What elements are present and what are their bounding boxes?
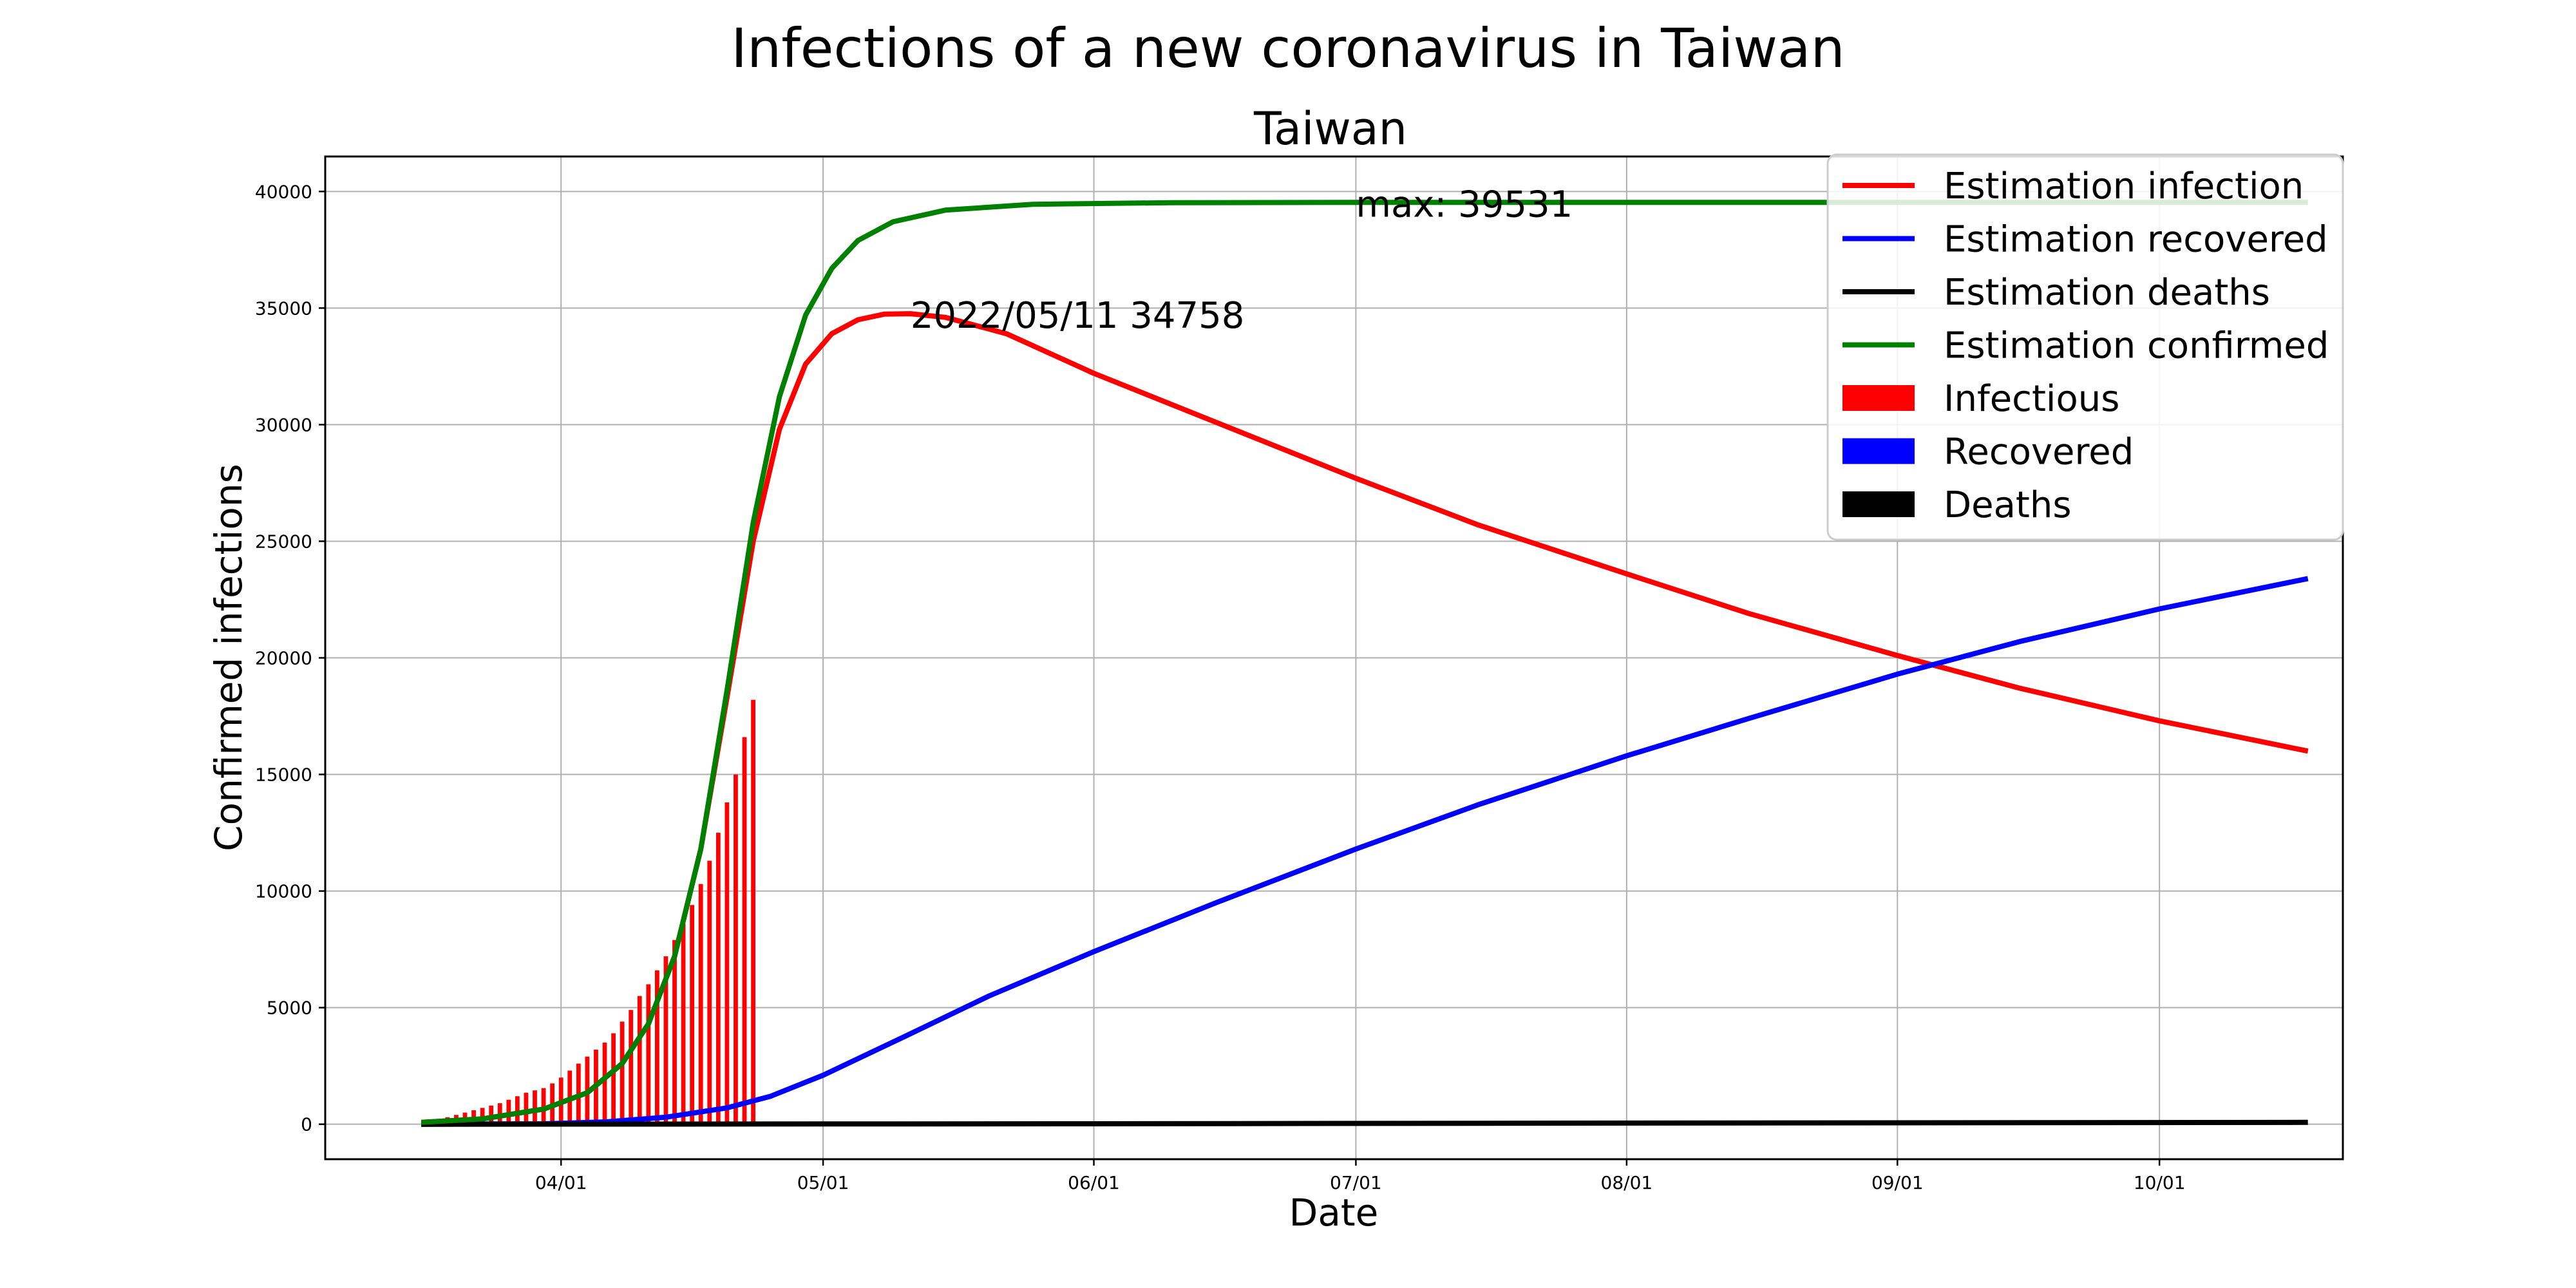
legend-swatch bbox=[1842, 491, 1915, 517]
bar-infectious bbox=[681, 923, 686, 1124]
y-tick-label: 5000 bbox=[267, 998, 312, 1019]
x-tick-label: 09/01 bbox=[1871, 1172, 1924, 1193]
legend-label: Deaths bbox=[1944, 484, 2072, 526]
line-estimation-confirmed bbox=[421, 200, 2308, 1125]
annotation-label: 2022/05/11 34758 bbox=[911, 295, 1245, 337]
y-tick-label: 10000 bbox=[255, 881, 312, 902]
legend-label: Estimation confirmed bbox=[1944, 325, 2329, 367]
line-estimation-recovered bbox=[421, 576, 2309, 1127]
chart-title: Infections of a new coronavirus in Taiwa… bbox=[731, 17, 1845, 80]
x-tick-label: 10/01 bbox=[2134, 1172, 2186, 1193]
chart-subtitle: Taiwan bbox=[1253, 102, 1407, 155]
bar-infectious bbox=[724, 802, 730, 1124]
bar-infectious bbox=[707, 860, 712, 1124]
x-tick-label: 04/01 bbox=[535, 1172, 587, 1193]
legend: Estimation infection Estimation recovered… bbox=[1826, 153, 2344, 541]
annotations: 2022/05/11 34758 max: 39531 bbox=[911, 184, 1573, 337]
y-tick-label: 35000 bbox=[255, 298, 312, 319]
bar-infectious bbox=[646, 984, 651, 1124]
bar-infectious bbox=[524, 1092, 529, 1124]
y-tick-label: 0 bbox=[301, 1114, 312, 1135]
line-estimation-deaths bbox=[421, 1119, 2308, 1127]
y-tick-label: 15000 bbox=[255, 764, 312, 786]
x-axis-label: Date bbox=[1289, 1191, 1379, 1235]
legend-label: Estimation deaths bbox=[1944, 272, 2270, 314]
legend-label: Infectious bbox=[1944, 378, 2119, 420]
legend-label: Recovered bbox=[1944, 431, 2134, 473]
bar-infectious bbox=[637, 996, 642, 1124]
bar-infectious bbox=[602, 1042, 607, 1124]
bar-infectious bbox=[611, 1033, 616, 1124]
bar-infectious bbox=[620, 1021, 625, 1124]
bar-infectious bbox=[734, 774, 738, 1124]
y-tick-label: 20000 bbox=[255, 648, 312, 669]
bar-infectious bbox=[480, 1108, 485, 1124]
bar-infectious bbox=[541, 1088, 546, 1124]
bar-infectious bbox=[515, 1096, 520, 1124]
x-tick-label: 05/01 bbox=[797, 1172, 849, 1193]
bar-infectious bbox=[533, 1090, 537, 1124]
bar-infectious bbox=[672, 940, 677, 1124]
bar-infectious bbox=[715, 833, 721, 1124]
bar-infectious bbox=[663, 956, 668, 1124]
bar-infectious bbox=[690, 905, 695, 1124]
bar-infectious bbox=[506, 1099, 511, 1124]
x-tick-label: 08/01 bbox=[1601, 1172, 1653, 1193]
y-tick-label: 25000 bbox=[255, 531, 312, 552]
y-tick-label: 30000 bbox=[255, 414, 312, 435]
bar-infectious bbox=[629, 1010, 634, 1124]
legend-swatch bbox=[1842, 438, 1915, 464]
bar-infectious bbox=[654, 970, 659, 1124]
legend-box bbox=[1826, 153, 2344, 541]
ticks: 04/01 05/01 06/01 07/01 08/01 09/01 10/01 0 5000… bbox=[255, 181, 2186, 1193]
bars bbox=[445, 699, 755, 1124]
annotation-label: max: 39531 bbox=[1356, 184, 1573, 225]
lines bbox=[421, 200, 2309, 1127]
x-tick-label: 07/01 bbox=[1330, 1172, 1382, 1193]
x-tick-label: 06/01 bbox=[1068, 1172, 1120, 1193]
legend-swatch bbox=[1842, 385, 1915, 411]
y-tick-label: 40000 bbox=[255, 181, 312, 202]
y-axis-label: Confirmed infections bbox=[207, 464, 251, 851]
legend-label: Estimation infection bbox=[1944, 166, 2304, 207]
legend-label: Estimation recovered bbox=[1944, 219, 2328, 261]
bar-infectious bbox=[698, 884, 703, 1124]
bar-infectious bbox=[742, 737, 747, 1124]
bar-infectious bbox=[751, 699, 755, 1124]
